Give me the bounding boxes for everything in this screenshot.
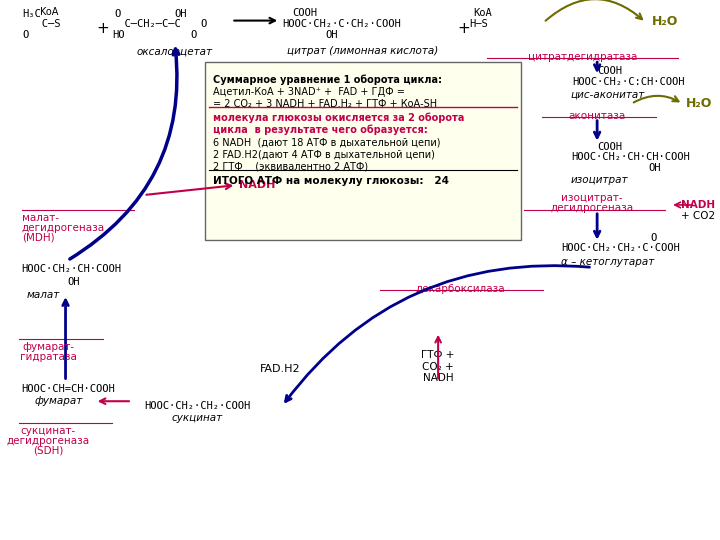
Text: COOH: COOH [597, 141, 622, 152]
Text: малат-: малат- [22, 213, 58, 223]
Text: H₃C: H₃C [22, 9, 41, 19]
Text: +: + [96, 21, 109, 36]
Text: HOOC·CH₂·CH₂·COOH: HOOC·CH₂·CH₂·COOH [144, 401, 251, 411]
Text: H₂O: H₂O [686, 97, 713, 110]
Text: O: O [22, 30, 29, 39]
Text: OH: OH [325, 30, 338, 39]
Text: FAD.H2: FAD.H2 [260, 363, 300, 374]
Text: сукцинат: сукцинат [171, 413, 222, 423]
Text: OH: OH [649, 163, 662, 173]
Text: HOOC·CH₂·C:CH·COOH: HOOC·CH₂·C:CH·COOH [572, 77, 685, 87]
Text: KoA: KoA [473, 8, 492, 18]
Text: изоцитрат-: изоцитрат- [562, 193, 623, 203]
Text: OH: OH [68, 278, 80, 287]
Text: O: O [114, 9, 120, 19]
Text: COOH: COOH [597, 66, 622, 76]
Text: оксалоацетат: оксалоацетат [137, 46, 213, 56]
Text: дегидрогеназа: дегидрогеназа [551, 203, 634, 213]
Text: C─CH₂─C─C: C─CH₂─C─C [112, 18, 181, 29]
Text: CO₂ +: CO₂ + [423, 362, 454, 372]
Text: (SDH): (SDH) [33, 446, 63, 456]
Text: декарбоксилаза: декарбоксилаза [415, 284, 505, 294]
Text: O: O [651, 233, 657, 242]
Text: O: O [200, 18, 207, 29]
Text: дегидрогеназа: дегидрогеназа [22, 223, 105, 233]
Text: малат: малат [27, 290, 60, 300]
Text: дегидрогеназа: дегидрогеназа [6, 436, 89, 446]
Text: OH: OH [175, 9, 187, 19]
Text: фумарат: фумарат [35, 396, 83, 406]
Text: фумарат-: фумарат- [22, 342, 74, 352]
Text: HO: HO [112, 30, 125, 39]
Text: HOOC·CH₂·CH₂·C·COOH: HOOC·CH₂·CH₂·C·COOH [561, 242, 680, 253]
Text: NADH: NADH [239, 180, 276, 190]
Text: HOOC·CH₂·C·CH₂·COOH: HOOC·CH₂·C·CH₂·COOH [282, 18, 401, 29]
Text: цитратдегидратаза: цитратдегидратаза [528, 52, 637, 62]
Text: 2 ГТФ    (эквивалентно 2 АТФ): 2 ГТФ (эквивалентно 2 АТФ) [213, 161, 368, 171]
FancyBboxPatch shape [205, 62, 521, 240]
Text: COOH: COOH [292, 8, 317, 18]
Text: KoA: KoA [40, 6, 58, 17]
Text: NADH: NADH [680, 200, 715, 210]
Text: 2 FAD.H2(дают 4 АТФ в дыхательной цепи): 2 FAD.H2(дают 4 АТФ в дыхательной цепи) [213, 150, 435, 159]
Text: + CO2: + CO2 [680, 211, 715, 221]
Text: 6 NADH  (дают 18 АТФ в дыхательной цепи): 6 NADH (дают 18 АТФ в дыхательной цепи) [213, 138, 441, 147]
Text: ИТОГО АТФ на молекулу глюкозы:   24: ИТОГО АТФ на молекулу глюкозы: 24 [213, 176, 449, 186]
Text: C─S: C─S [22, 18, 60, 29]
Text: Суммарное уравнение 1 оборота цикла:: Суммарное уравнение 1 оборота цикла: [213, 74, 442, 85]
Text: +: + [457, 21, 470, 36]
Text: Ацетил-КоА + 3NAD⁺ +  FAD + ГДФ =: Ацетил-КоА + 3NAD⁺ + FAD + ГДФ = [213, 87, 405, 97]
Text: гидратаза: гидратаза [19, 352, 76, 362]
Text: HOOC·CH=CH·COOH: HOOC·CH=CH·COOH [22, 384, 115, 394]
Text: H─S: H─S [469, 18, 488, 29]
Text: цикла  в результате чего образуется:: цикла в результате чего образуется: [213, 125, 428, 135]
Text: NADH: NADH [423, 374, 454, 383]
Text: HOOC·CH₂·CH·COOH: HOOC·CH₂·CH·COOH [22, 265, 122, 274]
Text: сукцинат-: сукцинат- [20, 426, 76, 436]
Text: ГТФ +: ГТФ + [421, 350, 455, 360]
Text: = 2 CO₂ + 3 NADH + FAD.H₂ + ГТФ + КоА-SH: = 2 CO₂ + 3 NADH + FAD.H₂ + ГТФ + КоА-SH [213, 99, 437, 109]
Text: α – кетоглутарат: α – кетоглутарат [561, 258, 654, 267]
Text: цитрат (лимонная кислота): цитрат (лимонная кислота) [287, 46, 438, 56]
Text: HOOC·CH₂·CH·CH·COOH: HOOC·CH₂·CH·CH·COOH [571, 152, 690, 163]
Text: изоцитрат: изоцитрат [571, 175, 629, 185]
Text: (MDH): (MDH) [22, 233, 54, 242]
Text: H₂O: H₂O [652, 15, 678, 28]
Text: O: O [190, 30, 197, 39]
Text: аконитаза: аконитаза [569, 111, 626, 121]
Text: цис-аконитат: цис-аконитат [571, 90, 645, 100]
Text: молекула глюкозы окисляется за 2 оборота: молекула глюкозы окисляется за 2 оборота [213, 113, 464, 123]
